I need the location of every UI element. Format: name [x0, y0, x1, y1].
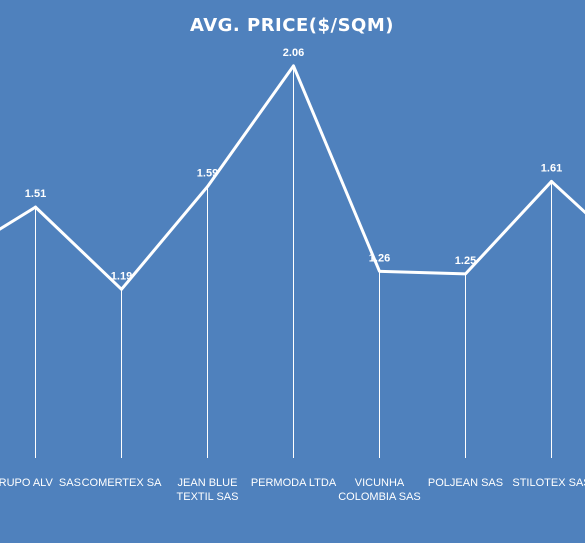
category-label: PERMODA LTDA [251, 477, 337, 489]
series-line [34, 64, 553, 291]
series-line-continuation-right [550, 179, 585, 215]
category-label: GRUPO ALV SAS [0, 477, 81, 489]
data-label: 1.19 [111, 270, 132, 282]
category-label: VICUNHA COLOMBIA SAS [338, 477, 421, 503]
data-label: 1.25 [455, 255, 476, 267]
data-labels: 1.51 1.19 1.59 2.06 1.26 1.25 1.61 [25, 47, 562, 282]
data-label: 1.59 [197, 168, 218, 180]
chart-title: AVG. PRICE($/SQM) [190, 15, 394, 36]
data-label: 1.51 [25, 188, 46, 200]
data-label: 1.61 [541, 162, 562, 174]
series-line-continuation-left [0, 205, 37, 231]
data-label: 1.26 [369, 252, 390, 264]
category-label: JEAN BLUE TEXTIL SAS [177, 477, 239, 503]
series-line-group [0, 64, 585, 291]
category-label: COMERTEX SA [82, 477, 163, 489]
category-label: POLJEAN SAS [428, 477, 503, 489]
category-label: STILOTEX SAS [512, 477, 585, 489]
drop-lines [35, 65, 552, 458]
data-label: 2.06 [283, 47, 304, 59]
